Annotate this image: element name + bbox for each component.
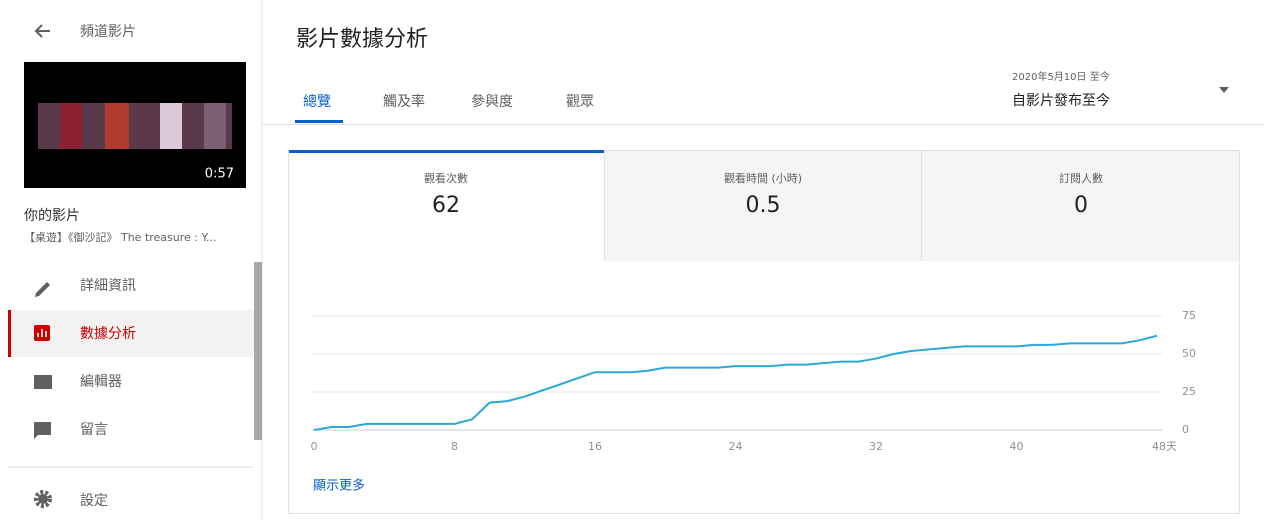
nav-item[interactable]: 詳細資訊 xyxy=(80,278,136,294)
video-title: 【桌遊】《御沙記》 The treasure : Y... xyxy=(24,230,216,244)
thumbnail-art xyxy=(204,103,226,149)
show-more[interactable]: 顯示更多 xyxy=(313,478,365,494)
back-arrow[interactable] xyxy=(36,25,50,37)
duration: 0:57 xyxy=(205,167,234,182)
nav-item[interactable]: 留言 xyxy=(80,422,108,438)
icon-editor xyxy=(34,375,52,389)
x-tick-label: 32 xyxy=(869,440,883,453)
icon-comment xyxy=(34,422,51,439)
nav-item[interactable]: 設定 xyxy=(80,493,108,509)
y-tick-label: 50 xyxy=(1182,347,1196,360)
thumbnail-art xyxy=(160,103,182,149)
date-caption[interactable]: 2020年5月10日 至今 xyxy=(1012,70,1110,83)
y-tick-label: 0 xyxy=(1182,423,1189,436)
metric-label[interactable]: 觀看次數 xyxy=(424,171,468,185)
icon-settings-core xyxy=(38,494,48,504)
dropdown-arrow[interactable] xyxy=(1219,87,1229,93)
thumbnail[interactable]: 0:57 xyxy=(24,62,246,188)
y-tick-label: 75 xyxy=(1182,309,1196,322)
metric-value[interactable]: 0.5 xyxy=(746,193,781,218)
tab[interactable]: 觸及率 xyxy=(383,93,425,110)
x-tick-label: 16 xyxy=(588,440,602,453)
y-tick-label: 25 xyxy=(1182,385,1196,398)
nav-item[interactable]: 數據分析 xyxy=(80,326,136,342)
date-range[interactable]: 自影片發布至今 xyxy=(1012,93,1110,109)
tab[interactable]: 總覽 xyxy=(303,93,331,110)
metric-value[interactable]: 62 xyxy=(432,193,460,218)
metric-active-bar xyxy=(289,150,604,153)
thumbnail-art xyxy=(105,103,129,149)
x-tick-label: 40 xyxy=(1010,440,1024,453)
x-tick-label: 48天 xyxy=(1152,440,1177,453)
x-tick-label: 0 xyxy=(311,440,318,453)
metric-value[interactable]: 0 xyxy=(1074,193,1088,218)
metric-label[interactable]: 觀看時間 (小時) xyxy=(724,171,802,185)
back-title[interactable]: 頻道影片 xyxy=(80,24,136,40)
section-title: 你的影片 xyxy=(24,208,80,224)
x-tick-label: 24 xyxy=(729,440,743,453)
page-title: 影片數據分析 xyxy=(296,27,428,52)
metric-label[interactable]: 訂閱人數 xyxy=(1059,171,1103,185)
tab-indicator xyxy=(295,120,343,123)
nav-active-bar xyxy=(8,310,11,357)
tab[interactable]: 參與度 xyxy=(471,94,513,110)
scrollbar[interactable] xyxy=(254,262,262,440)
thumbnail-art xyxy=(60,103,82,149)
page: 頻道影片 0:57 你的影片 【桌遊】《御沙記》 The treasure : … xyxy=(0,0,1264,520)
nav-item[interactable]: 編輯器 xyxy=(80,374,122,390)
icon-pencil xyxy=(35,282,50,297)
tab[interactable]: 觀眾 xyxy=(566,94,594,110)
x-tick-label: 8 xyxy=(451,440,458,453)
